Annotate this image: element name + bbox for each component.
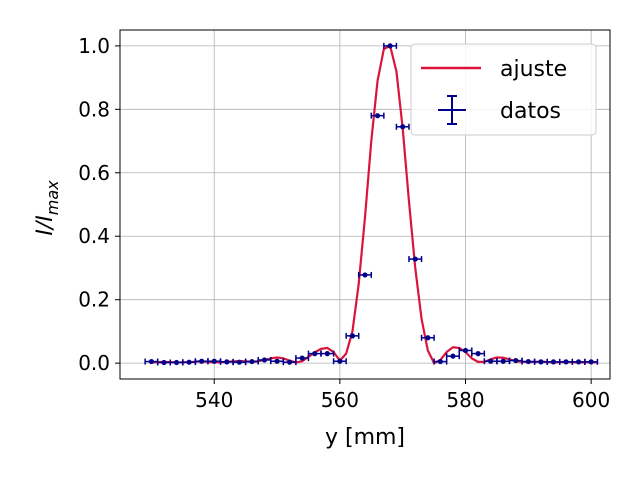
data-point: [445, 353, 460, 360]
x-axis-label: y [mm]: [325, 425, 405, 450]
data-point: [546, 358, 561, 365]
x-tick-label: 600: [572, 388, 610, 412]
data-marker: [224, 359, 230, 365]
data-marker: [374, 113, 381, 119]
y-tick-label: 0.8: [78, 97, 110, 121]
data-marker: [575, 359, 582, 365]
data-marker: [161, 359, 167, 366]
data-point: [458, 347, 473, 354]
data-marker: [337, 358, 343, 364]
data-point: [182, 359, 197, 366]
y-tick-label: 1.0: [78, 34, 110, 58]
data-marker: [400, 124, 406, 130]
data-marker: [387, 43, 393, 49]
data-point: [320, 350, 335, 357]
data-marker: [563, 359, 569, 365]
y-tick-label: 0.0: [78, 351, 110, 375]
data-point: [383, 42, 398, 49]
y-axis-label-main: I/I: [33, 215, 58, 235]
data-point: [295, 355, 310, 362]
data-marker: [500, 358, 506, 364]
plot-frame: [119, 29, 611, 380]
data-marker: [299, 355, 305, 361]
data-marker: [199, 358, 205, 364]
data-marker: [538, 359, 544, 365]
ticks: 540 560 580 600 0.0 0.2 0.4 0.6 0.8 1.0: [78, 34, 610, 412]
data-marker: [462, 347, 469, 354]
data-marker: [425, 335, 431, 341]
data-point: [571, 358, 586, 365]
data-marker: [588, 359, 594, 365]
legend-data-swatch: [438, 95, 466, 125]
data-marker: [550, 359, 557, 365]
data-point: [370, 112, 385, 119]
y-tick-label: 0.6: [78, 161, 110, 185]
data-point: [156, 359, 172, 366]
data-marker: [412, 256, 418, 262]
data-marker: [450, 353, 456, 359]
data-marker: [186, 359, 192, 365]
data-point: [395, 123, 410, 130]
data-marker: [236, 359, 242, 365]
data-point: [332, 358, 347, 365]
data-marker: [173, 359, 180, 366]
x-tick-label: 580: [446, 388, 484, 412]
y-axis-label-subscript: max: [43, 180, 62, 215]
data-point: [433, 358, 448, 365]
data-marker: [437, 358, 443, 365]
legend: ajuste datos: [410, 43, 597, 136]
data-point: [144, 358, 159, 365]
data-marker: [287, 359, 293, 365]
data-marker: [312, 351, 318, 357]
data-point: [558, 358, 574, 365]
data-point: [219, 358, 234, 365]
data-point: [345, 332, 360, 339]
data-point: [508, 357, 523, 364]
data-marker: [349, 333, 356, 339]
data-point: [357, 271, 373, 278]
data-point: [584, 358, 599, 365]
y-tick-label: 0.4: [78, 224, 110, 248]
data-point: [232, 359, 247, 366]
data-marker: [211, 358, 217, 364]
data-marker: [249, 358, 255, 365]
legend-fit-label: ajuste: [500, 57, 567, 82]
data-point: [408, 256, 423, 263]
y-tick-label: 0.2: [78, 288, 110, 312]
data-point: [244, 358, 259, 365]
data-marker: [274, 358, 280, 364]
data-point: [420, 334, 435, 341]
x-tick-label: 560: [321, 388, 359, 412]
data-point: [471, 350, 486, 357]
data-marker: [261, 357, 268, 363]
data-marker: [475, 351, 481, 357]
data-point: [169, 359, 184, 366]
data-point: [496, 358, 511, 365]
data-point: [521, 358, 536, 365]
data-layer: [144, 42, 599, 366]
data-marker: [362, 272, 368, 278]
data-marker: [488, 358, 494, 364]
data-marker: [324, 351, 330, 357]
legend-data-label: datos: [500, 99, 561, 124]
data-marker: [513, 357, 519, 364]
data-marker: [525, 358, 531, 365]
data-point: [533, 358, 548, 365]
x-tick-label: 540: [195, 388, 233, 412]
data-marker: [148, 358, 155, 365]
y-axis-label: I/Imax: [33, 180, 62, 236]
